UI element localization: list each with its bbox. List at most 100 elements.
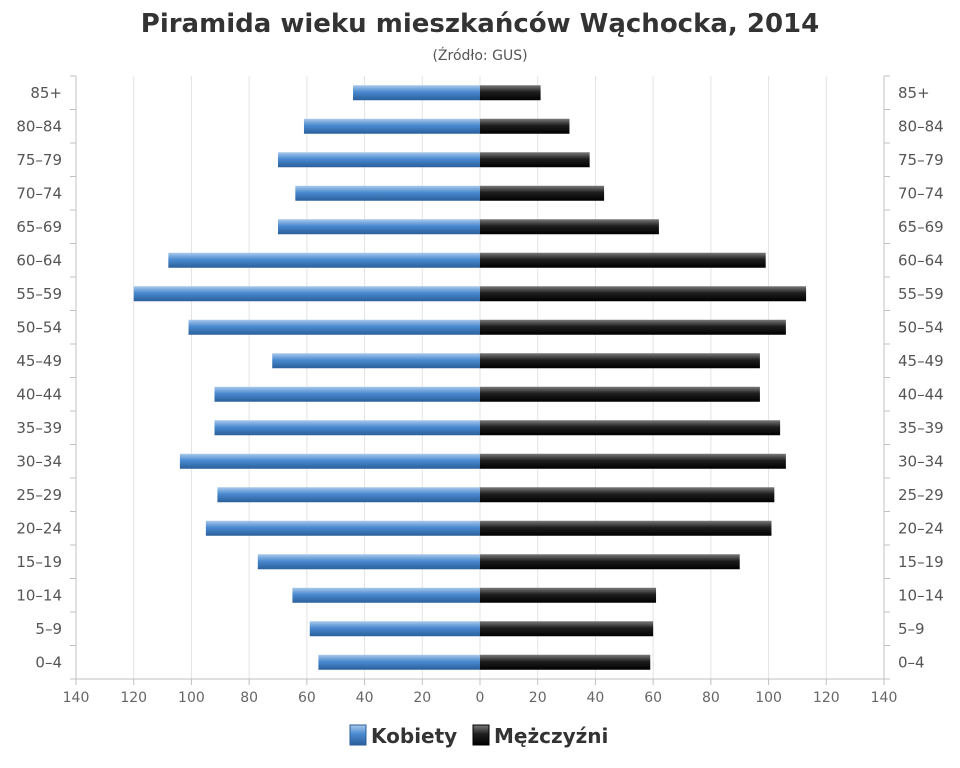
category-label-right: 5–9: [898, 620, 925, 638]
x-tick-label: 20: [529, 690, 547, 706]
category-label-right: 85+: [898, 84, 930, 102]
x-tick-label: 60: [298, 690, 316, 706]
x-tick-label: 80: [240, 690, 258, 706]
category-label-right: 65–69: [898, 218, 944, 236]
bar-mezczyzni[interactable]: [480, 654, 651, 670]
category-label-left: 5–9: [35, 620, 62, 638]
category-label-right: 25–29: [898, 486, 944, 504]
legend-item-kobiety[interactable]: Kobiety: [349, 724, 457, 748]
bar-mezczyzni[interactable]: [480, 252, 766, 268]
bar-kobiety[interactable]: [278, 219, 480, 235]
bar-kobiety[interactable]: [272, 353, 480, 369]
bar-kobiety[interactable]: [318, 654, 480, 670]
bar-mezczyzni[interactable]: [480, 185, 605, 201]
bar-kobiety[interactable]: [353, 85, 480, 101]
bar-kobiety[interactable]: [295, 185, 480, 201]
x-tick-label: 100: [178, 690, 205, 706]
category-label-right: 70–74: [898, 184, 944, 202]
category-label-right: 40–44: [898, 385, 944, 403]
x-tick-label: 120: [813, 690, 840, 706]
category-label-right: 60–64: [898, 251, 944, 269]
category-label-right: 45–49: [898, 352, 944, 370]
x-tick-label: 100: [755, 690, 782, 706]
legend-label-kobiety: Kobiety: [371, 724, 457, 748]
bar-kobiety[interactable]: [309, 621, 480, 637]
legend-swatch-kobiety: [349, 724, 367, 746]
bar-kobiety[interactable]: [303, 118, 480, 134]
category-label-left: 55–59: [16, 285, 62, 303]
x-tick-label: 40: [587, 690, 605, 706]
category-label-left: 30–34: [16, 452, 62, 470]
bar-kobiety[interactable]: [292, 587, 480, 603]
bar-mezczyzni[interactable]: [480, 152, 590, 168]
legend-label-mezczyzni: Mężczyźni: [494, 724, 608, 748]
bar-mezczyzni[interactable]: [480, 520, 772, 536]
category-label-left: 60–64: [16, 251, 62, 269]
category-label-right: 30–34: [898, 452, 944, 470]
bar-kobiety[interactable]: [205, 520, 480, 536]
category-label-right: 75–79: [898, 151, 944, 169]
category-label-left: 75–79: [16, 151, 62, 169]
bar-mezczyzni[interactable]: [480, 587, 657, 603]
axes: [70, 75, 890, 685]
x-tick-label: 60: [644, 690, 662, 706]
bar-kobiety[interactable]: [257, 554, 480, 570]
x-tick-label: 140: [871, 690, 898, 706]
chart-title: Piramida wieku mieszkańców Wąchocka, 201…: [141, 9, 819, 39]
category-label-left: 50–54: [16, 318, 62, 336]
bar-kobiety[interactable]: [179, 453, 480, 469]
legend-item-mezczyzni[interactable]: Mężczyźni: [472, 724, 608, 748]
bar-kobiety[interactable]: [217, 487, 480, 503]
category-label-left: 45–49: [16, 352, 62, 370]
category-label-right: 35–39: [898, 419, 944, 437]
x-tick-label: 80: [702, 690, 720, 706]
chart-subtitle: (Źródło: GUS): [432, 46, 527, 64]
category-label-left: 35–39: [16, 419, 62, 437]
x-tick-label: 40: [356, 690, 374, 706]
category-label-right: 80–84: [898, 117, 944, 135]
category-label-right: 50–54: [898, 318, 944, 336]
category-label-left: 85+: [30, 84, 62, 102]
x-tick-label: 0: [476, 690, 485, 706]
category-label-right: 0–4: [898, 653, 925, 671]
legend[interactable]: Kobiety Mężczyźni: [349, 724, 608, 748]
bar-mezczyzni[interactable]: [480, 487, 775, 503]
bar-mezczyzni[interactable]: [480, 420, 781, 436]
bar-kobiety[interactable]: [168, 252, 481, 268]
bar-mezczyzni[interactable]: [480, 353, 760, 369]
bar-mezczyzni[interactable]: [480, 85, 541, 101]
category-label-right: 20–24: [898, 519, 944, 537]
bar-kobiety[interactable]: [278, 152, 480, 168]
category-label-left: 80–84: [16, 117, 62, 135]
category-label-right: 15–19: [898, 553, 944, 571]
bars: [133, 85, 807, 670]
bar-mezczyzni[interactable]: [480, 453, 786, 469]
bar-kobiety[interactable]: [188, 319, 481, 335]
category-label-right: 10–14: [898, 586, 944, 604]
bar-mezczyzni[interactable]: [480, 386, 760, 402]
bar-kobiety[interactable]: [214, 386, 480, 402]
bar-mezczyzni[interactable]: [480, 319, 786, 335]
bar-mezczyzni[interactable]: [480, 286, 807, 302]
category-label-left: 25–29: [16, 486, 62, 504]
category-label-left: 40–44: [16, 385, 62, 403]
bar-kobiety[interactable]: [214, 420, 480, 436]
category-label-left: 65–69: [16, 218, 62, 236]
gridlines: [133, 76, 827, 679]
category-label-right: 55–59: [898, 285, 944, 303]
x-tick-label: 140: [63, 690, 90, 706]
bar-mezczyzni[interactable]: [480, 554, 740, 570]
category-label-left: 70–74: [16, 184, 62, 202]
category-labels: 85+ 85+ 80–84 80–84 75–79 75–79 70–74 70–74 65–6…: [16, 84, 943, 672]
bar-mezczyzni[interactable]: [480, 621, 654, 637]
category-label-left: 10–14: [16, 586, 62, 604]
x-tick-labels: 140 120 100 80 60 40 20 0 20 40 60 80 100 120 140: [63, 690, 898, 706]
bar-mezczyzni[interactable]: [480, 118, 570, 134]
bar-mezczyzni[interactable]: [480, 219, 659, 235]
category-label-left: 0–4: [35, 653, 62, 671]
category-label-left: 20–24: [16, 519, 62, 537]
bar-kobiety[interactable]: [133, 286, 480, 302]
x-tick-label: 20: [413, 690, 431, 706]
